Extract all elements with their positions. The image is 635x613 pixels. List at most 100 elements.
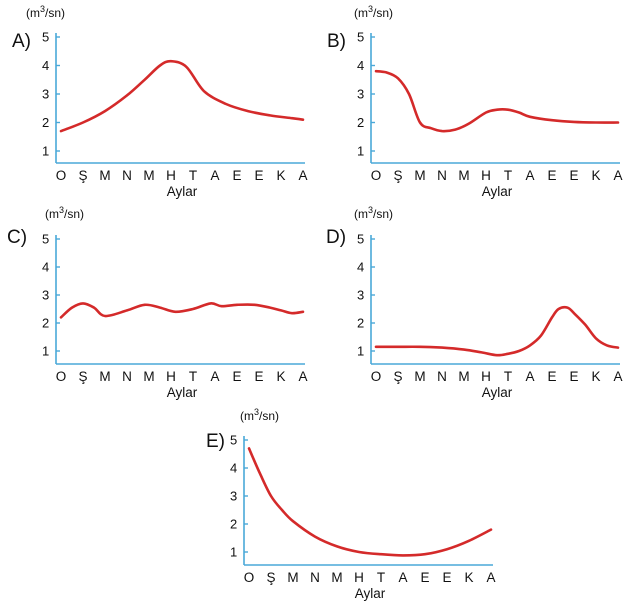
x-tick-label: A [210,168,219,183]
x-tick-label: E [232,369,241,384]
x-axis-title: Aylar [482,385,513,400]
x-tick-label: A [525,369,534,384]
x-tick-label: N [437,369,447,384]
flow-series-line [59,302,305,319]
x-tick-label: A [613,369,622,384]
panel-label: C) [7,227,27,248]
flow-series-line [374,305,620,357]
x-tick-label: M [143,369,154,384]
y-tick-label: 2 [230,517,237,532]
x-tick-label: Ş [78,168,87,183]
panel-label: B) [327,31,346,52]
y-tick-label: 5 [42,232,49,247]
x-tick-label: E [547,369,556,384]
x-tick-label: T [504,369,512,384]
x-tick-label: E [569,168,578,183]
x-tick-label: O [244,570,255,585]
x-tick-label: E [420,570,429,585]
y-tick-label: 5 [357,30,364,45]
y-tick-label: 1 [42,144,49,159]
x-tick-label: A [486,570,495,585]
x-tick-label: A [298,369,307,384]
x-tick-label: H [481,369,491,384]
x-tick-label: T [504,168,512,183]
x-tick-label: M [143,168,154,183]
x-tick-label: M [458,168,469,183]
x-tick-label: M [414,168,425,183]
x-tick-label: Ş [78,369,87,384]
unit-label: (m3/sn) [45,205,84,221]
y-tick-label: 4 [42,260,49,275]
x-tick-label: K [464,570,473,585]
x-tick-label: A [210,369,219,384]
x-axis-title: Aylar [482,184,513,199]
y-tick-label: 1 [357,144,364,159]
x-tick-label: Ş [266,570,275,585]
x-tick-label: T [189,168,197,183]
x-tick-label: O [56,369,67,384]
x-axis-title: Aylar [355,586,386,601]
x-tick-label: E [232,168,241,183]
x-tick-label: M [414,369,425,384]
x-tick-label: K [591,168,600,183]
x-tick-label: M [331,570,342,585]
x-tick-label: E [254,168,263,183]
y-tick-label: 3 [42,87,49,102]
x-tick-label: M [458,369,469,384]
y-tick-label: 3 [357,288,364,303]
y-tick-label: 3 [357,87,364,102]
y-tick-label: 1 [42,344,49,359]
x-tick-label: A [613,168,622,183]
y-tick-label: 3 [230,489,237,504]
x-tick-label: O [371,369,382,384]
x-tick-label: H [481,168,491,183]
y-tick-label: 3 [42,288,49,303]
x-tick-label: M [287,570,298,585]
y-tick-label: 1 [230,545,237,560]
x-tick-label: H [166,168,176,183]
x-tick-label: T [189,369,197,384]
x-tick-label: O [371,168,382,183]
y-tick-label: 4 [42,58,49,73]
x-tick-label: T [377,570,385,585]
x-tick-label: O [56,168,67,183]
x-axis-title: Aylar [167,385,198,400]
x-tick-label: A [398,570,407,585]
x-tick-label: M [99,168,110,183]
x-tick-label: N [437,168,447,183]
x-tick-label: K [276,369,285,384]
x-tick-label: H [354,570,364,585]
x-tick-label: M [99,369,110,384]
x-tick-label: A [298,168,307,183]
x-tick-label: K [276,168,285,183]
y-tick-label: 2 [42,115,49,130]
panel-label: D) [326,227,346,248]
y-tick-label: 5 [357,232,364,247]
x-tick-label: E [547,168,556,183]
x-tick-label: N [122,168,132,183]
x-tick-label: Ş [393,168,402,183]
y-tick-label: 1 [357,344,364,359]
x-tick-label: E [254,369,263,384]
x-tick-label: E [442,570,451,585]
panel-label: E) [206,431,225,452]
x-tick-label: H [166,369,176,384]
y-tick-label: 5 [230,433,237,448]
x-axis-title: Aylar [167,184,198,199]
x-tick-label: N [122,369,132,384]
y-tick-label: 4 [230,461,237,476]
panel-label: A) [12,31,31,52]
y-tick-label: 5 [42,30,49,45]
x-tick-label: E [569,369,578,384]
unit-label: (m3/sn) [26,4,65,20]
unit-label: (m3/sn) [240,407,279,423]
y-tick-label: 2 [357,316,364,331]
y-tick-label: 2 [42,316,49,331]
flow-series-line [374,69,620,133]
y-tick-label: 4 [357,58,364,73]
x-tick-label: A [525,168,534,183]
